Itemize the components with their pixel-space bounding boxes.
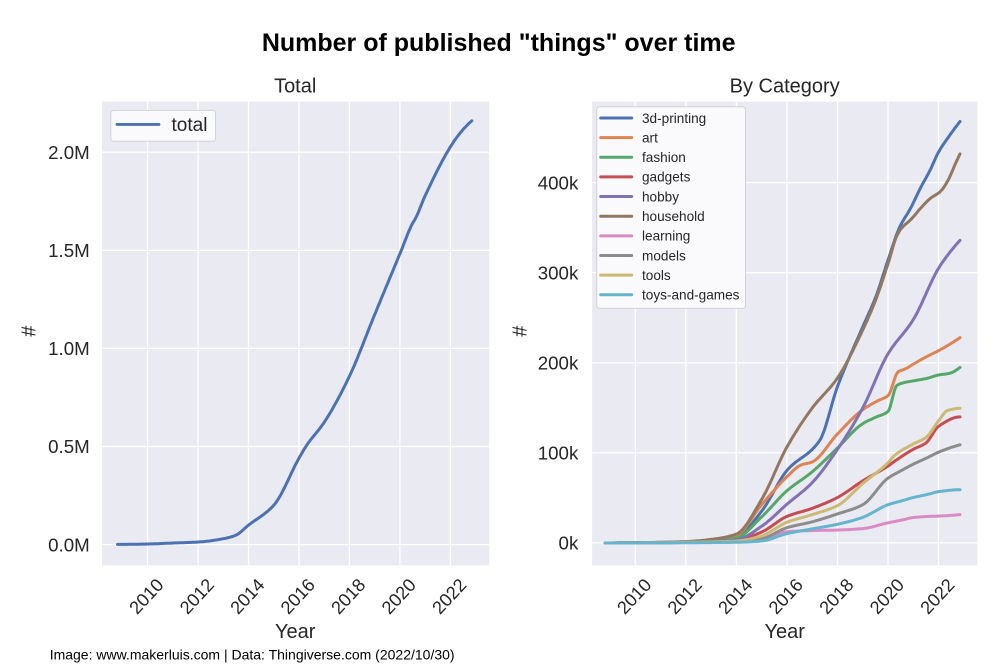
- svg-text:Year: Year: [764, 621, 805, 643]
- svg-text:0.0M: 0.0M: [48, 534, 90, 555]
- svg-text:By Category: By Category: [730, 76, 840, 98]
- svg-text:Number of published "things" o: Number of published "things" over time: [262, 29, 736, 57]
- svg-text:1.0M: 1.0M: [48, 338, 90, 359]
- svg-text:3d-printing: 3d-printing: [642, 111, 706, 126]
- svg-text:household: household: [642, 209, 705, 224]
- svg-text:total: total: [172, 115, 208, 136]
- svg-text:#: #: [510, 325, 532, 337]
- svg-text:1.5M: 1.5M: [48, 240, 90, 261]
- svg-text:fashion: fashion: [642, 150, 686, 165]
- svg-text:Total: Total: [274, 76, 316, 98]
- svg-text:models: models: [642, 248, 686, 263]
- svg-text:tools: tools: [642, 268, 671, 283]
- svg-text:art: art: [642, 130, 658, 145]
- svg-text:0k: 0k: [559, 533, 579, 554]
- svg-text:Year: Year: [275, 621, 316, 643]
- svg-text:100k: 100k: [538, 443, 579, 464]
- svg-text:gadgets: gadgets: [642, 170, 691, 185]
- svg-text:Image: www.makerluis.com | Dat: Image: www.makerluis.com | Data: Thingiv…: [50, 647, 455, 663]
- svg-text:0.5M: 0.5M: [48, 436, 90, 457]
- svg-text:400k: 400k: [538, 172, 579, 193]
- svg-text:2.0M: 2.0M: [48, 142, 90, 163]
- svg-text:200k: 200k: [538, 353, 579, 374]
- svg-text:300k: 300k: [538, 262, 579, 283]
- svg-text:#: #: [19, 325, 41, 337]
- svg-text:toys-and-games: toys-and-games: [642, 288, 740, 303]
- svg-text:learning: learning: [642, 229, 690, 244]
- svg-text:hobby: hobby: [642, 189, 679, 204]
